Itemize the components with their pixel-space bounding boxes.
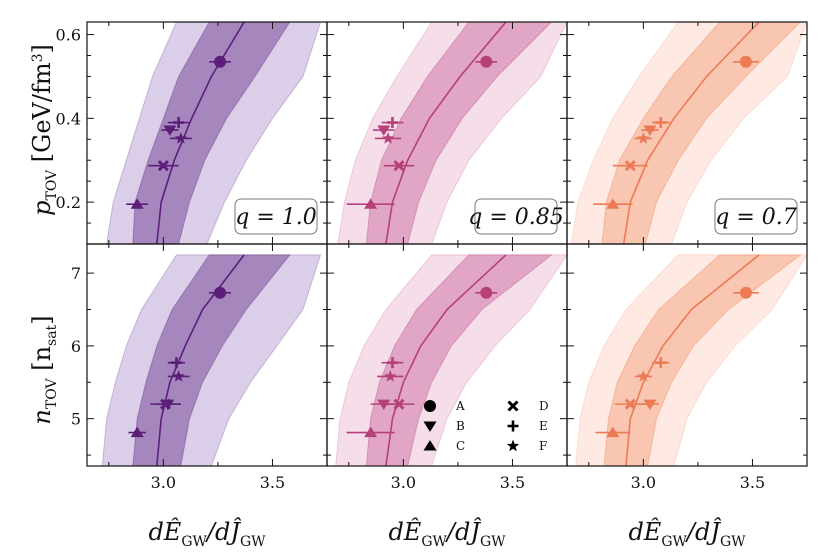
q-label-box: [474, 198, 558, 235]
band-center-line: [385, 254, 507, 466]
point-B: [377, 125, 391, 136]
ylabel-bottom: nTOV [nsat]: [28, 315, 60, 424]
band-inner: [132, 254, 291, 466]
point-E: [386, 357, 398, 369]
legend-marker-C: [423, 440, 437, 451]
band-inner: [601, 22, 802, 244]
ytick-label: 6: [71, 337, 81, 356]
point-D: [624, 398, 636, 410]
panels: 0.2 0.4 0.6 q = 1.0 5 6 7 3.0 3.5 dÊGW/dĴGW q = 0.…: [56, 21, 808, 550]
legend-label-D: D: [539, 399, 549, 413]
xtick-label: 3.5: [500, 473, 525, 492]
point-D: [624, 160, 636, 172]
ytick-label: 0.4: [56, 109, 81, 128]
xlabel: dÊGW/dĴGW: [148, 517, 266, 550]
xtick-label: 3.0: [391, 473, 416, 492]
point-F: [384, 369, 397, 382]
xtick-label: 3.0: [631, 473, 656, 492]
legend-marker-A: [424, 400, 436, 412]
legend-marker-B: [423, 421, 437, 432]
xtick-label: 3.5: [260, 473, 285, 492]
band-inner: [603, 254, 802, 466]
point-E: [655, 117, 667, 129]
panel-pressure-1: [337, 22, 567, 244]
point-F: [174, 131, 187, 144]
legend-label-A: A: [455, 399, 465, 413]
point-F: [381, 131, 395, 144]
q-label-box: [234, 198, 318, 235]
point-D: [393, 160, 405, 172]
point-D: [393, 398, 405, 410]
point-A: [214, 55, 227, 68]
point-C: [364, 198, 378, 209]
band-inner: [132, 22, 291, 244]
panel-pressure-0: [106, 22, 322, 244]
point-A: [214, 286, 227, 299]
ytick-label: 7: [71, 264, 81, 283]
band-center-line: [622, 22, 760, 244]
point-C: [130, 426, 144, 438]
band-center-line: [625, 254, 760, 466]
panel-density-2: [575, 254, 807, 466]
band-inner: [365, 22, 553, 244]
legend-label-E: E: [539, 419, 548, 433]
xtick-label: 3.5: [740, 473, 765, 492]
point-B: [643, 399, 657, 410]
panel-pressure-2: [570, 22, 807, 244]
point-E: [386, 117, 398, 129]
legend-marker-E: [507, 420, 519, 432]
q-label: q = 0.85: [468, 205, 564, 230]
q-label: q = 1.0: [235, 205, 317, 230]
axis-labels: pTOV [GeV/fm3] nTOV [nsat]: [28, 44, 60, 424]
xlabel: dÊGW/dĴGW: [628, 517, 746, 550]
point-F: [637, 369, 650, 382]
point-C: [130, 198, 144, 209]
band-inner: [365, 254, 554, 466]
xtick-label: 3.0: [151, 473, 176, 492]
point-D: [157, 160, 169, 172]
point-A: [480, 55, 493, 68]
xlabel: dÊGW/dĴGW: [388, 517, 506, 550]
point-A: [480, 286, 493, 299]
legend-label-F: F: [539, 439, 547, 453]
ytick-label: 0.6: [56, 26, 81, 45]
legend-label-C: C: [456, 439, 465, 453]
point-E: [173, 117, 185, 129]
point-C: [364, 426, 378, 438]
point-C: [606, 426, 620, 438]
point-F: [172, 369, 185, 382]
point-C: [606, 198, 620, 209]
legend-marker-D: [507, 400, 519, 412]
ytick-label: 0.2: [56, 193, 81, 212]
band-center-line: [385, 22, 507, 244]
panel-frame: [566, 243, 808, 467]
panel-density-1: [335, 254, 567, 466]
q-label: q = 0.7: [715, 205, 797, 230]
point-B: [643, 125, 657, 136]
point-E: [170, 357, 182, 369]
point-A: [739, 286, 752, 299]
point-E: [655, 357, 667, 369]
panel-density-0: [101, 254, 322, 466]
point-A: [739, 55, 752, 68]
point-D: [159, 398, 172, 410]
q-label-box: [714, 198, 798, 235]
legend-marker-F: [506, 439, 520, 452]
legend-label-B: B: [456, 419, 465, 433]
ytick-label: 5: [71, 410, 81, 429]
ylabel-top: pTOV [GeV/fm3]: [28, 44, 60, 216]
legend: ABC DEF: [423, 399, 549, 453]
point-F: [637, 131, 650, 144]
point-B: [163, 125, 177, 136]
